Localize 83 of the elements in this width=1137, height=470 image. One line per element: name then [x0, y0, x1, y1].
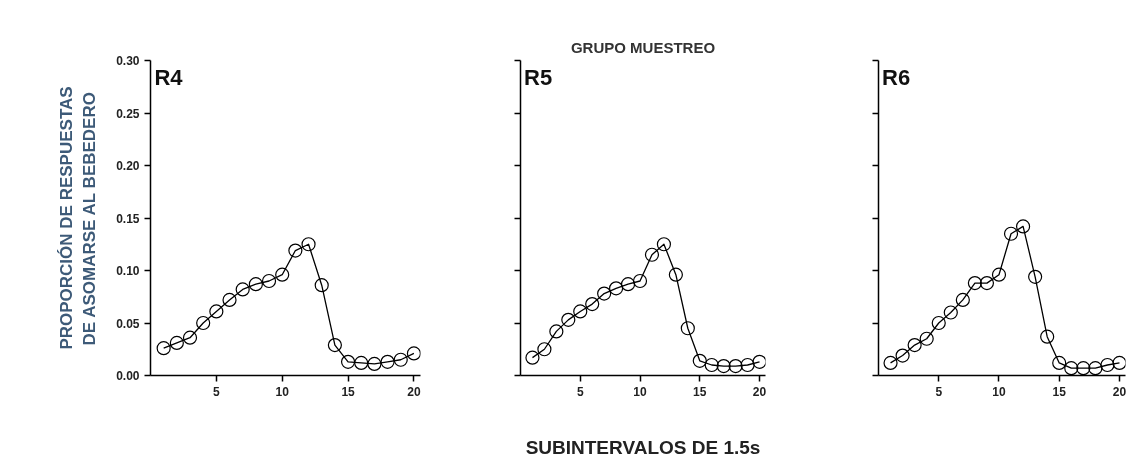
point [609, 281, 624, 296]
x-tick-label: 5 [935, 384, 943, 399]
x-tick-label: 10 [992, 384, 1006, 399]
point [1003, 226, 1019, 241]
y-tick-label: 0.25 [116, 106, 140, 121]
point [680, 321, 695, 336]
point [1088, 361, 1103, 376]
point [692, 353, 707, 368]
point [704, 357, 719, 373]
y-tick-label: 0.15 [116, 211, 140, 226]
x-tick-label: 5 [213, 384, 221, 399]
point [620, 277, 636, 292]
x-tick-label: 5 [576, 384, 584, 399]
y-tick-label: 0.00 [116, 369, 140, 383]
point [1064, 361, 1079, 376]
point [393, 352, 408, 367]
point [525, 350, 540, 365]
point [561, 312, 576, 327]
point [979, 276, 995, 291]
point [301, 237, 316, 252]
point [209, 304, 224, 319]
point [943, 305, 958, 320]
point [931, 315, 946, 331]
point [406, 346, 421, 361]
annotation: R5 [524, 64, 553, 90]
x-tick-label: 20 [407, 384, 421, 399]
point [549, 324, 564, 339]
point [314, 278, 329, 293]
y-tick-label: 0.10 [116, 264, 140, 278]
point [156, 341, 171, 356]
point [1015, 219, 1031, 234]
point [955, 292, 970, 307]
point [288, 243, 303, 258]
point [169, 335, 184, 351]
point [235, 282, 250, 297]
x-axis-title: SUBINTERVALOS DE 1.5s [525, 436, 761, 458]
point [275, 267, 290, 282]
annotation: R6 [882, 64, 911, 90]
y-tick-label: 0.30 [116, 54, 140, 68]
y-axis-title: PROPORCIÓN DE RESPUESTAS DE ASOMARSE AL BEBEDERO [57, 86, 100, 350]
point [222, 292, 237, 307]
point [1040, 329, 1055, 344]
point [728, 358, 743, 374]
y-tick-label: 0.20 [116, 159, 140, 173]
x-tick-label: 15 [693, 384, 707, 399]
point [340, 354, 356, 369]
point [991, 267, 1007, 282]
x-tick-label: 15 [341, 384, 356, 399]
point [597, 286, 612, 301]
point [907, 337, 922, 353]
x-tick-label: 15 [1052, 384, 1067, 399]
point [632, 273, 648, 289]
point [248, 277, 263, 292]
point [327, 337, 342, 353]
point [644, 247, 660, 262]
point [585, 297, 600, 312]
point [367, 356, 382, 372]
point [354, 355, 369, 370]
x-tick-label: 10 [633, 384, 648, 399]
x-tick-label: 20 [1112, 384, 1127, 399]
point [1076, 361, 1091, 376]
point [895, 348, 910, 363]
point [740, 357, 755, 373]
point [967, 276, 982, 291]
point [1028, 269, 1043, 284]
point [883, 355, 898, 370]
point [1100, 357, 1115, 373]
point [573, 304, 588, 319]
x-tick-label: 20 [752, 384, 767, 399]
point [668, 267, 683, 282]
point [182, 330, 198, 345]
point [656, 237, 672, 252]
y-tick-label: 0.05 [116, 316, 140, 331]
annotation: R4 [154, 64, 184, 90]
x-tick-label: 10 [275, 384, 290, 399]
point [261, 273, 277, 289]
point [537, 342, 552, 357]
point [380, 354, 395, 369]
point [919, 331, 934, 346]
chart-title: GRUPO MUESTREO [570, 38, 716, 56]
point [1052, 355, 1067, 370]
point [716, 358, 731, 374]
point [196, 315, 211, 331]
